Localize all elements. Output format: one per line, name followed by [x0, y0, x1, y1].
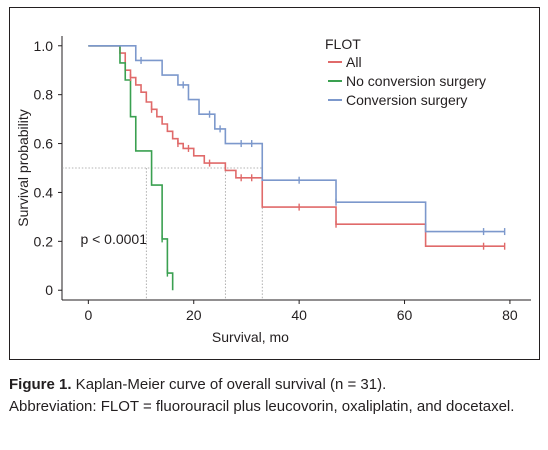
km-chart: 0 20 40 60 80 0 0.2 0.4 0.6 0.8 1.0 Survival, mo S… — [15, 36, 531, 345]
x-tick-label: 80 — [502, 307, 518, 323]
y-tick-label: 0.2 — [34, 233, 54, 249]
caption-label: Figure 1. — [9, 376, 72, 393]
y-tick-label: 0 — [45, 282, 53, 298]
y-tick-label: 0.8 — [34, 87, 54, 103]
legend-entry: No conversion surgery — [346, 73, 486, 89]
legend: FLOT All No conversion surgery Conversion … — [325, 36, 486, 108]
y-tick-label: 1.0 — [34, 38, 54, 54]
x-tick-label: 40 — [291, 307, 307, 323]
x-tick-label: 20 — [186, 307, 202, 323]
x-tick-label: 60 — [397, 307, 413, 323]
km-curve-no-conversion-surgery — [88, 44, 174, 291]
y-axis-label: Survival probability — [15, 109, 31, 227]
abbreviation-note: Abbreviation: FLOT = fluorouracil plus l… — [9, 398, 515, 415]
km-curve-conversion-surgery — [88, 44, 505, 233]
legend-title: FLOT — [325, 36, 361, 52]
y-tick-label: 0.6 — [34, 136, 54, 152]
x-axis-label: Survival, mo — [212, 329, 289, 345]
caption-text: Kaplan-Meier curve of overall survival (… — [71, 376, 387, 393]
x-tick-label: 0 — [84, 307, 92, 323]
y-tick-label: 0.4 — [34, 184, 54, 200]
p-value-annotation: p < 0.0001 — [80, 231, 147, 247]
legend-entry: All — [346, 54, 362, 70]
figure-caption: Figure 1. Kaplan-Meier curve of overall … — [9, 374, 540, 395]
legend-entry: Conversion surgery — [346, 92, 467, 108]
figure-frame: 0 20 40 60 80 0 0.2 0.4 0.6 0.8 1.0 Survival, mo S… — [9, 7, 540, 360]
